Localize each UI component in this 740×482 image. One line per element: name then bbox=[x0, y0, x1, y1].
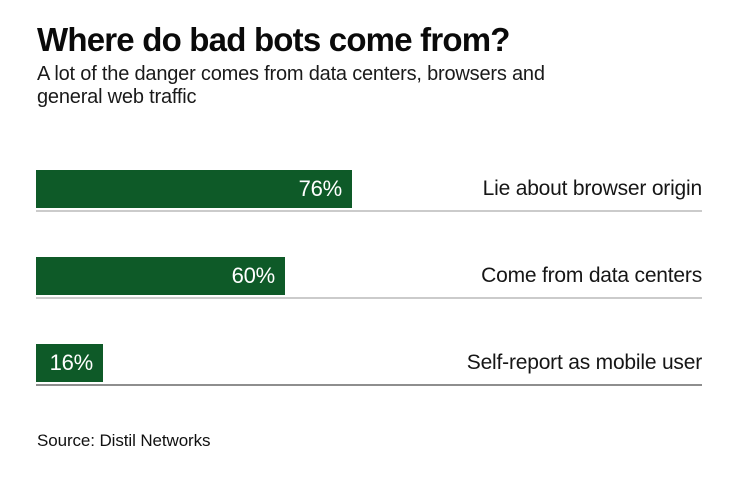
bar: 60% bbox=[36, 257, 285, 295]
bar-row: 16% Self-report as mobile user bbox=[36, 344, 702, 386]
category-label: Self-report as mobile user bbox=[466, 351, 702, 374]
category-label: Come from data centers bbox=[481, 264, 702, 287]
bar-row: 60% Come from data centers bbox=[36, 257, 702, 299]
source-credit: Source: Distil Networks bbox=[37, 431, 211, 450]
category-label: Lie about browser origin bbox=[482, 177, 703, 200]
row-separator-line bbox=[36, 210, 702, 212]
axis-baseline bbox=[36, 384, 702, 386]
chart-subtitle: A lot of the danger comes from data cent… bbox=[37, 63, 545, 108]
bar-value-label: 60% bbox=[231, 263, 276, 288]
bar-value-label: 16% bbox=[49, 350, 94, 375]
bar-row: 76% Lie about browser origin bbox=[36, 170, 702, 212]
bar-value-label: 76% bbox=[298, 176, 343, 201]
row-separator-line bbox=[36, 297, 702, 299]
bar: 76% bbox=[36, 170, 352, 208]
bar: 16% bbox=[36, 344, 103, 382]
chart-title: Where do bad bots come from? bbox=[37, 21, 510, 58]
